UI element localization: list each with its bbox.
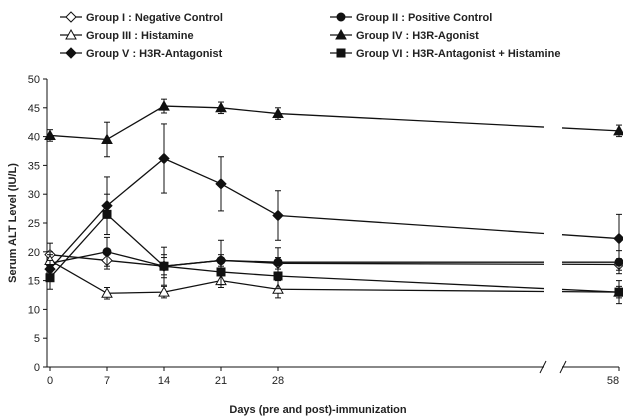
y-tick-label: 5 [34, 333, 40, 345]
data-point [159, 261, 169, 271]
series-5 [44, 123, 623, 279]
legend-marker [336, 48, 346, 58]
legend-label: Group V : H3R-Antagonist [86, 48, 223, 60]
axes: 0 5 10 15 20 25 30 35 40 45 50 0 7 14 21 28 58 [28, 74, 620, 387]
y-tick-label: 45 [28, 103, 40, 115]
x-tick-label: 14 [158, 375, 170, 387]
series-line-segment [277, 262, 545, 265]
legend-marker [65, 28, 77, 40]
legend-label: Group II : Positive Control [356, 12, 492, 24]
series-line-segment [561, 127, 620, 132]
axis-break-mark [539, 360, 547, 374]
series-2 [45, 236, 623, 282]
data-point [158, 152, 170, 165]
series-3 [44, 251, 623, 300]
legend-entry: Group VI : H3R-Antagonist + Histamine [330, 48, 560, 60]
legend-label: Group I : Negative Control [86, 12, 223, 24]
x-tick-label: 7 [104, 375, 110, 387]
data-point [216, 267, 226, 277]
legend-entry: Group V : H3R-Antagonist [60, 47, 223, 60]
y-tick-label: 30 [28, 189, 40, 201]
x-tick-label: 21 [215, 375, 227, 387]
x-tick-label: 58 [607, 375, 619, 387]
data-point [613, 232, 623, 245]
x-tick-label: 28 [272, 375, 284, 387]
legend-label: Group IV : H3R-Agonist [356, 30, 479, 42]
series-1 [44, 242, 623, 276]
data-point [102, 247, 112, 257]
series-line-segment [277, 214, 545, 235]
y-tick-label: 50 [28, 74, 40, 86]
data-point [215, 101, 227, 113]
series-line-segment [561, 234, 620, 240]
data-point [101, 133, 113, 144]
x-axis-title: Days (pre and post)-immunization [229, 404, 407, 416]
y-tick-label: 15 [28, 276, 40, 288]
legend-label: Group III : Histamine [86, 30, 194, 42]
y-tick-label: 25 [28, 218, 40, 230]
series-line-segment [277, 288, 545, 293]
y-tick-label: 0 [34, 362, 40, 374]
series-6 [45, 193, 623, 305]
y-tick-label: 10 [28, 304, 40, 316]
x-tick-label: 0 [47, 375, 53, 387]
y-tick-label: 35 [28, 160, 40, 172]
data-point [44, 129, 56, 140]
data-point [158, 286, 170, 297]
legend-marker [65, 47, 77, 59]
data-point [101, 287, 113, 298]
data-point [614, 287, 623, 297]
series-4 [44, 98, 623, 158]
series-line-segment [277, 275, 545, 290]
data-point [102, 209, 112, 219]
legend-entry: Group II : Positive Control [330, 12, 492, 24]
legend-label: Group VI : H3R-Antagonist + Histamine [356, 48, 560, 60]
series-layer [44, 98, 623, 305]
legend-marker [336, 12, 346, 22]
data-point [45, 273, 55, 283]
legend-entry: Group IV : H3R-Agonist [330, 28, 479, 42]
data-point [273, 271, 283, 281]
legend-entry: Group I : Negative Control [60, 11, 223, 24]
data-point [613, 124, 623, 136]
legend-marker [65, 11, 77, 23]
data-point [272, 107, 284, 119]
data-point [215, 178, 227, 190]
series-line-segment [561, 288, 620, 293]
y-axis-title: Serum ALT Level (IU/L) [7, 163, 19, 283]
data-point [158, 100, 170, 111]
y-tick-label: 20 [28, 247, 40, 259]
series-line-segment [277, 112, 545, 128]
legend-entry: Group III : Histamine [60, 28, 194, 42]
data-point [272, 209, 284, 222]
legend: Group I : Negative Control Group II : Pos… [60, 11, 560, 60]
legend-marker [335, 28, 347, 40]
y-tick-label: 40 [28, 132, 40, 144]
axis-break-mark [559, 360, 567, 374]
